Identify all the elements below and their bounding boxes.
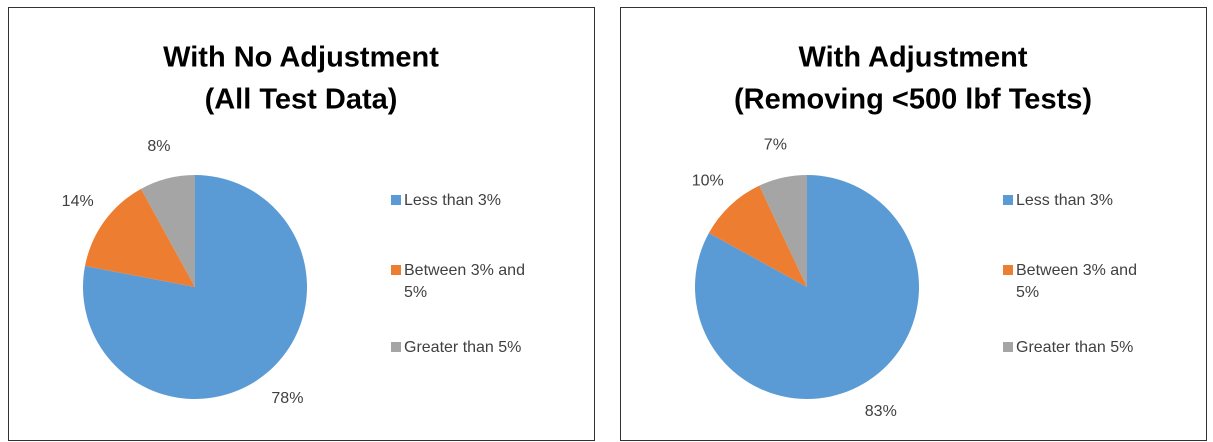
- legend-item: Between 3% and 5%: [391, 260, 534, 304]
- legend-label: Greater than 5%: [404, 339, 522, 356]
- data-label: 7%: [764, 137, 787, 154]
- chart-title: (All Test Data): [205, 84, 398, 116]
- legend-swatch: [391, 342, 401, 352]
- pie-slice: [82, 175, 307, 399]
- data-label: 78%: [271, 390, 303, 407]
- chart-title: (Removing <500 lbf Tests): [734, 84, 1092, 116]
- legend-label: Between 3% and 5%: [1016, 262, 1137, 301]
- pie-slice: [84, 188, 195, 287]
- chart-title: With No Adjustment: [163, 42, 439, 74]
- pie-chart: With No Adjustment (All Test Data) 78% 14% 8…: [62, 42, 440, 407]
- legend-swatch: [1003, 265, 1013, 275]
- data-label: 8%: [147, 138, 170, 155]
- legend-label: Less than 3%: [404, 192, 501, 209]
- pie-slice: [141, 175, 195, 287]
- legend-item: Less than 3%: [1003, 190, 1146, 212]
- legend-label: Between 3% and 5%: [404, 262, 525, 301]
- legend-item: Less than 3%: [391, 190, 534, 212]
- data-label: 14%: [62, 193, 94, 210]
- legend-swatch: [1003, 195, 1013, 205]
- legend-item: Greater than 5%: [1003, 337, 1146, 359]
- legend-swatch: [391, 195, 401, 205]
- chart-panel: With Adjustment (Removing <500 lbf Tests)…: [620, 7, 1207, 441]
- pie-slice: [759, 175, 807, 287]
- legend-label: Greater than 5%: [1016, 339, 1134, 356]
- chart-title: With Adjustment: [798, 42, 1027, 74]
- legend-label: Less than 3%: [1016, 192, 1113, 209]
- data-label: 10%: [692, 173, 724, 190]
- data-label: 83%: [865, 403, 897, 420]
- chart-panel: With No Adjustment (All Test Data) 78% 14% 8…: [8, 7, 595, 441]
- legend-item: Greater than 5%: [391, 337, 534, 359]
- legend-swatch: [391, 265, 401, 275]
- legend-item: Between 3% and 5%: [1003, 260, 1146, 304]
- pie-chart: With Adjustment (Removing <500 lbf Tests)…: [692, 42, 1092, 420]
- legend-swatch: [1003, 342, 1013, 352]
- pie-slice: [708, 185, 807, 287]
